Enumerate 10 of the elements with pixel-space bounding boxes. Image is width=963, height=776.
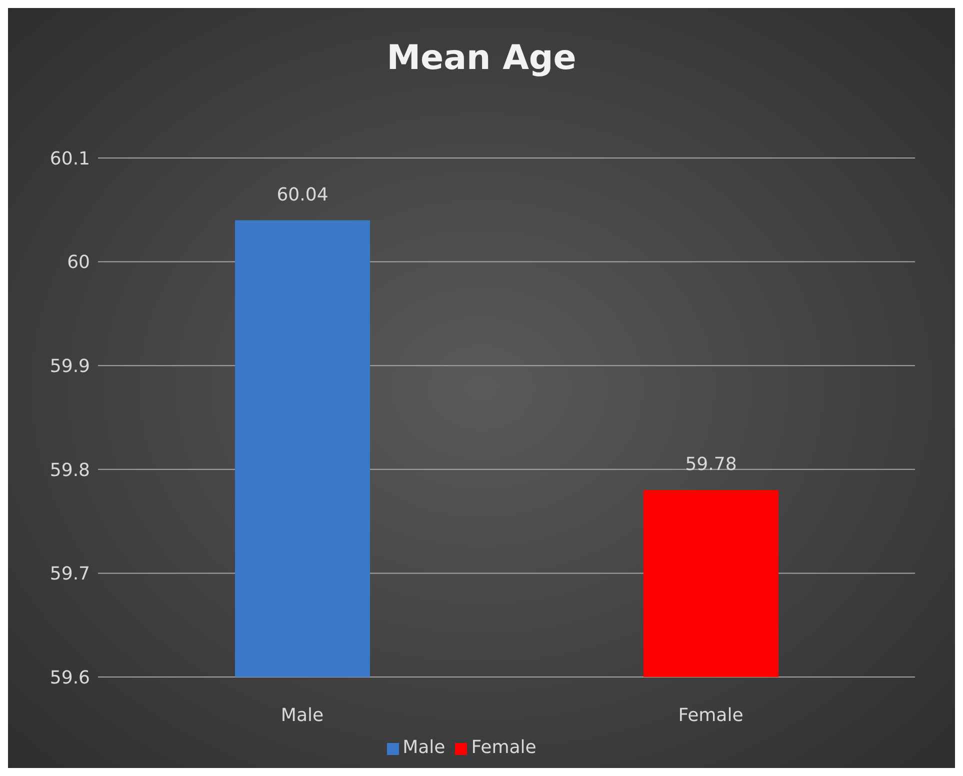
y-tick-label: 60 — [67, 252, 90, 274]
y-tick-label: 59.8 — [50, 460, 90, 481]
legend-label: Female — [471, 737, 536, 758]
y-tick-label: 60.1 — [50, 148, 90, 170]
legend-label: Male — [402, 737, 446, 758]
y-tick-label: 59.6 — [50, 667, 90, 688]
y-tick-label: 59.9 — [50, 356, 90, 377]
y-tick-label: 59.7 — [50, 564, 90, 585]
chart-title: Mean Age — [386, 37, 578, 80]
data-label: 60.04 — [276, 184, 328, 206]
